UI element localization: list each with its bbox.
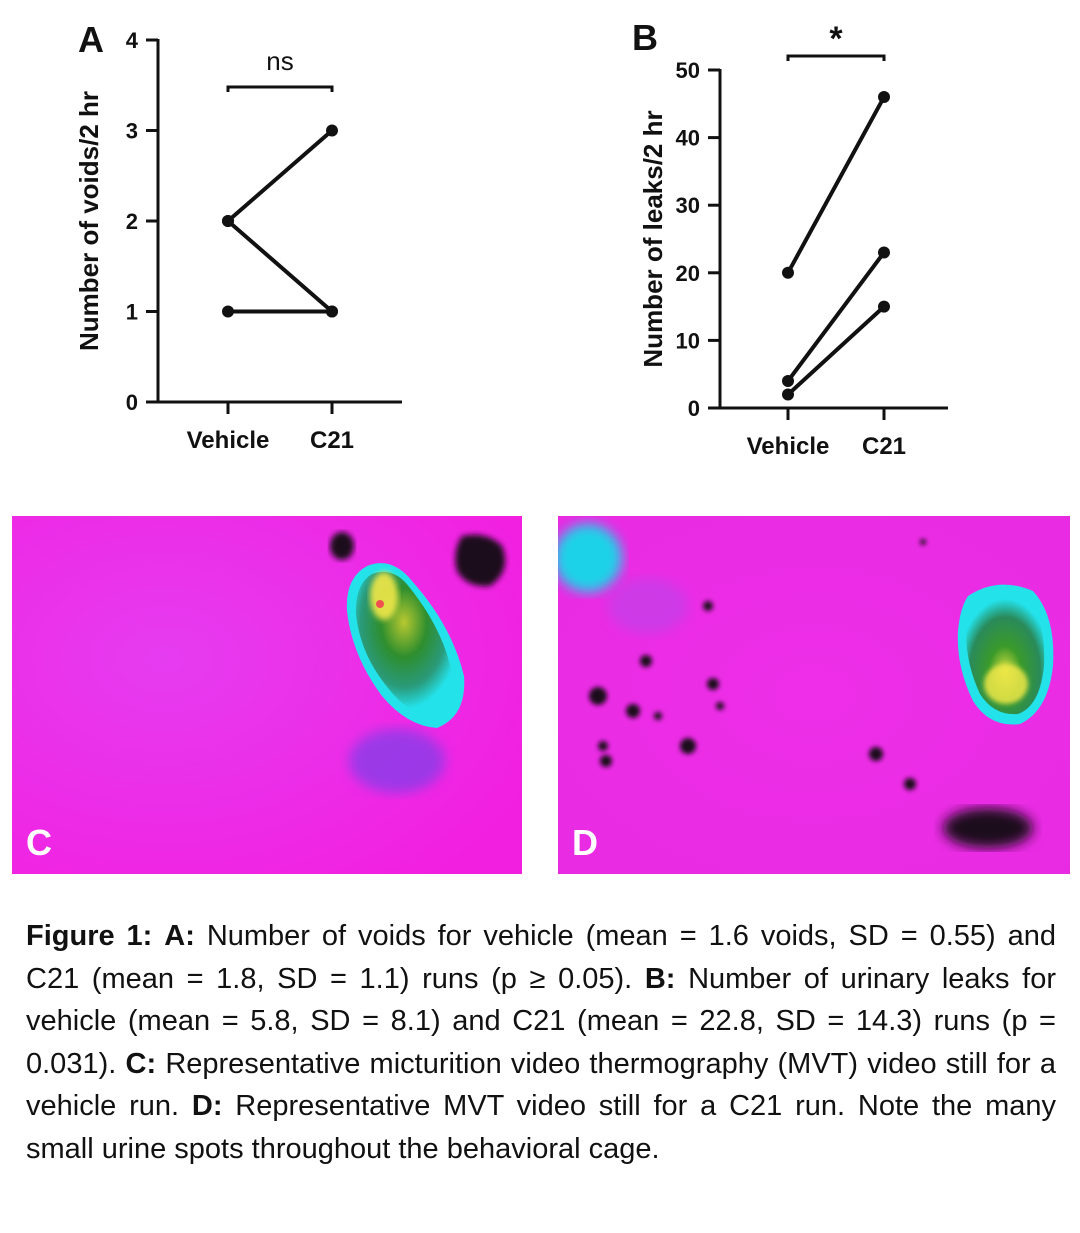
panel-letter-c: C [26, 822, 52, 863]
chart-b: B 0 10 20 30 40 50 Vehicle C21 Number of leaks/2 … [632, 17, 948, 460]
pair-line-a [226, 128, 334, 223]
caption-figure-label: Figure 1: [26, 920, 153, 952]
data-point-b-c21 [878, 246, 890, 259]
data-point-b-vehicle [782, 388, 794, 401]
caption-d-text: Representative MVT video still for a C21… [26, 1090, 1056, 1165]
data-point-a-vehicle [222, 215, 234, 227]
y-tick-label-b: 0 [688, 396, 700, 421]
thermography-image-d: D [558, 516, 1070, 874]
data-point-b-c21 [878, 91, 890, 104]
data-point-a-vehicle [222, 305, 234, 318]
panel-letter-b: B [632, 17, 658, 58]
caption-b-text: Number of urinary leaks for vehicle (mea… [26, 962, 1056, 1080]
y-tick-label-b: 10 [676, 328, 700, 353]
panel-letter-d: D [572, 822, 598, 863]
panel-letter-a: A [78, 19, 104, 60]
pair-line-b [786, 251, 886, 383]
caption-c-label: C: [125, 1047, 157, 1080]
pair-line-b [786, 305, 886, 396]
y-tick-label-a: 0 [126, 390, 138, 415]
pair-line-a [226, 219, 334, 314]
y-tick-label-a: 3 [126, 119, 138, 144]
category-label-a: Vehicle [187, 427, 270, 454]
data-point-a-c21 [326, 305, 338, 318]
caption-a-label: A: [164, 920, 195, 952]
y-tick-label-b: 30 [676, 193, 700, 218]
y-axis-title-a: Number of voids/2 hr [74, 91, 104, 351]
significance-label-b: * [829, 20, 843, 58]
data-point-b-c21 [878, 300, 890, 313]
y-tick-label-a: 1 [126, 300, 138, 325]
chart-a: A 0 1 2 3 4 Vehicle C21 Number of voids/2 hr ns [74, 19, 402, 454]
thermography-image-c: C [12, 516, 522, 874]
caption-d-label: D: [191, 1090, 223, 1122]
y-axis-title-b: Number of leaks/2 hr [638, 110, 668, 367]
category-label-b: Vehicle [747, 433, 830, 460]
data-point-b-vehicle [782, 266, 794, 279]
y-tick-label-a: 2 [126, 209, 138, 234]
y-tick-label-a: 4 [126, 28, 139, 53]
significance-bracket-a [226, 85, 334, 92]
significance-label-a: ns [266, 46, 293, 76]
caption-a-text: Number of voids for vehicle (mean = 1.6 … [26, 920, 1056, 995]
caption-b-label: B: [644, 962, 676, 995]
data-point-b-vehicle [782, 374, 794, 387]
significance-bracket-b [786, 54, 886, 61]
y-tick-label-b: 20 [676, 261, 700, 286]
category-label-b: C21 [862, 433, 906, 460]
category-label-a: C21 [310, 427, 354, 454]
y-tick-label-b: 50 [676, 58, 700, 83]
data-point-a-c21 [326, 124, 338, 137]
pair-line-b [786, 96, 886, 274]
caption-c-text: Representative micturition video thermog… [26, 1047, 1057, 1123]
y-tick-label-b: 40 [676, 126, 700, 151]
figure-caption: Figure 1: A: Number of voids for vehicle… [26, 915, 1056, 1170]
